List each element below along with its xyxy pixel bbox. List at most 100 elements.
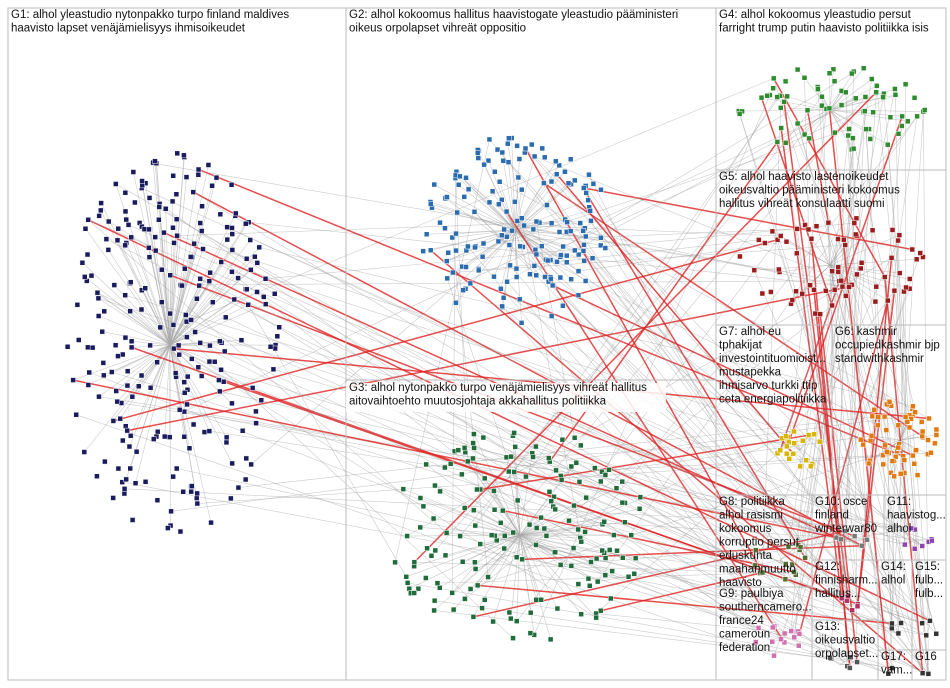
edge (145, 183, 171, 346)
node (170, 322, 177, 328)
group-label: G15: (915, 561, 940, 573)
node (619, 478, 626, 485)
node (826, 70, 833, 77)
node (235, 275, 241, 281)
edge (500, 288, 931, 622)
node (799, 290, 805, 297)
edge (837, 238, 900, 445)
node (491, 506, 498, 513)
node (523, 473, 529, 480)
group-label: G6: kashmir (835, 326, 897, 338)
node (170, 173, 176, 179)
node (100, 360, 107, 366)
node (248, 461, 254, 468)
node (498, 520, 504, 526)
node (872, 298, 879, 305)
node (870, 109, 876, 116)
edge (259, 247, 914, 407)
group-label: G12: (815, 561, 840, 573)
node (781, 99, 787, 105)
node (817, 311, 823, 317)
node (587, 208, 593, 214)
node (802, 555, 808, 561)
node (233, 210, 239, 217)
node (101, 308, 108, 315)
node (862, 94, 869, 100)
node (199, 203, 205, 209)
node (563, 259, 570, 266)
node (849, 70, 855, 77)
node (424, 545, 430, 552)
node (781, 639, 788, 646)
node (884, 449, 890, 455)
node (853, 215, 860, 222)
node (172, 370, 179, 376)
edge (519, 509, 556, 536)
node (132, 199, 138, 206)
node (457, 533, 463, 539)
node (467, 280, 474, 287)
node (563, 252, 570, 259)
node (842, 528, 848, 534)
strong-edge (477, 584, 893, 625)
node (474, 582, 481, 589)
edge (829, 109, 854, 149)
node (111, 282, 118, 288)
node (841, 236, 847, 243)
edge (470, 534, 521, 590)
node (513, 274, 520, 280)
node (902, 414, 909, 420)
node (889, 625, 895, 632)
node (444, 194, 450, 200)
node (124, 368, 131, 374)
edge (506, 281, 848, 667)
node (481, 597, 488, 603)
node (479, 605, 485, 611)
edge (176, 235, 820, 442)
node (267, 344, 274, 350)
node (423, 461, 429, 468)
node (500, 507, 506, 514)
node (125, 222, 132, 228)
node (276, 324, 282, 331)
group-label: kokoomus (719, 523, 772, 535)
group-boxes (7, 7, 947, 681)
node (553, 158, 559, 165)
node (560, 302, 566, 309)
node (882, 442, 888, 449)
strong-edge (819, 314, 858, 663)
node (400, 486, 407, 492)
edge (514, 156, 535, 231)
node (423, 575, 429, 581)
node (135, 383, 142, 390)
node (557, 274, 564, 281)
node (892, 92, 899, 98)
node (223, 314, 229, 321)
node (554, 259, 560, 265)
node (463, 264, 469, 270)
node (883, 427, 890, 433)
node (182, 265, 188, 272)
node (229, 400, 235, 407)
edge (595, 453, 778, 614)
node (796, 631, 803, 637)
node (228, 495, 234, 502)
node (198, 373, 205, 379)
node (869, 76, 875, 82)
node (195, 171, 202, 178)
node (776, 266, 782, 273)
node (832, 129, 838, 136)
node (81, 449, 88, 455)
node (548, 178, 555, 185)
node (437, 488, 443, 495)
edge (135, 344, 171, 484)
node (781, 630, 788, 637)
node (176, 351, 182, 358)
node (161, 229, 167, 236)
node (904, 419, 911, 425)
edge (829, 109, 888, 145)
edge (844, 268, 862, 532)
node (552, 549, 558, 556)
node (188, 488, 194, 495)
edge (100, 202, 171, 346)
